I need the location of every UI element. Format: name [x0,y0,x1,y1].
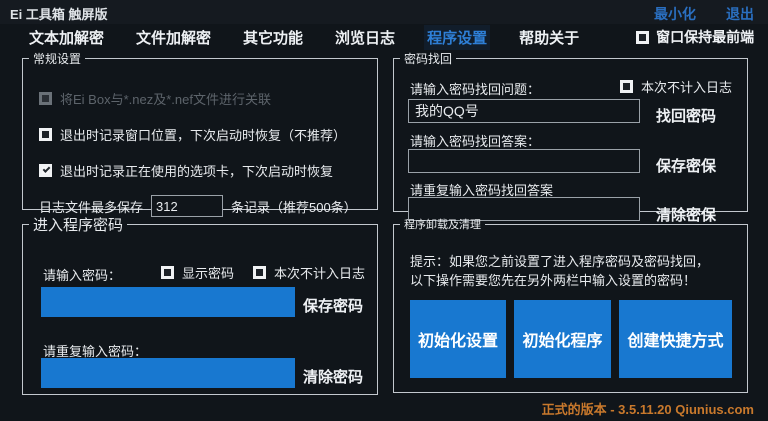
stay-on-top-label: 窗口保持最前端 [656,29,755,45]
recovery-no-log-checkbox-row[interactable]: 本次不计入日志 [620,77,732,96]
password-no-log-checkbox-row[interactable]: 本次不计入日志 [253,263,365,282]
remember-tab-checkbox-row[interactable]: 退出时记录正在使用的选项卡，下次启动时恢复 [39,161,333,180]
log-count-prefix: 日志文件最多保存 [39,199,144,215]
log-count-input[interactable] [151,195,224,217]
recovery-repeat-label: 请重复输入密码找回答案 [410,183,554,198]
tab-file-crypt[interactable]: 文件加解密 [136,29,212,47]
tab-text-crypt[interactable]: 文本加解密 [29,29,105,47]
password-no-log-checkbox[interactable] [253,266,266,279]
create-shortcut-button[interactable]: 创建快捷方式 [619,300,732,378]
uninstall-cleanup-title: 程序卸载及清理 [404,219,481,231]
show-password-label: 显示密码 [182,266,235,281]
associate-files-checkbox [39,92,52,105]
tab-other-functions[interactable]: 其它功能 [243,29,304,47]
recovery-repeat-input[interactable] [408,197,640,221]
log-count-suffix: 条记录（推荐500条） [231,199,357,215]
recovery-answer-label: 请输入密码找回答案： [410,134,541,149]
minimize-button[interactable]: 最小化 [654,6,696,22]
enter-password-label: 请输入密码： [43,268,122,283]
repeat-password-label: 请重复输入密码： [43,344,148,359]
remember-window-checkbox-row[interactable]: 退出时记录窗口位置，下次启动时恢复（不推荐） [39,125,346,144]
log-count-row: 日志文件最多保存 条记录（推荐500条） [39,195,357,217]
remember-tab-checkbox[interactable] [39,164,52,177]
find-password-button[interactable]: 找回密码 [656,108,717,125]
remember-tab-label: 退出时记录正在使用的选项卡，下次启动时恢复 [60,164,334,179]
exit-button[interactable]: 退出 [726,6,754,22]
general-settings-title: 常规设置 [33,52,82,66]
entry-password-input[interactable] [41,287,295,317]
show-password-checkbox[interactable] [161,266,174,279]
clear-password-button[interactable]: 清除密码 [303,369,364,386]
password-recovery-title: 密码找回 [404,52,453,66]
password-recovery-group: 密码找回 请输入密码找回问题： 本次不计入日志 找回密码 请输入密码找回答案： … [393,50,748,224]
init-settings-button[interactable]: 初始化设置 [410,300,506,378]
cleanup-actions-row: 初始化设置 初始化程序 创建快捷方式 [410,300,732,378]
stay-on-top-checkbox-row[interactable]: 窗口保持最前端 [636,27,754,47]
show-password-checkbox-row[interactable]: 显示密码 [161,263,234,282]
recovery-no-log-label: 本次不计入日志 [641,80,733,95]
clear-security-button[interactable]: 清除密保 [656,207,717,224]
recovery-question-label: 请输入密码找回问题： [410,82,541,97]
app-title: Ei 工具箱 触屏版 [10,7,108,22]
tab-program-settings[interactable]: 程序设置 [424,24,491,50]
recovery-no-log-checkbox[interactable] [620,80,633,93]
stay-on-top-checkbox[interactable] [636,30,650,44]
uninstall-cleanup-group: 程序卸载及清理 提示：如果您之前设置了进入程序密码及密码找回，以下操作需要您先在… [393,216,748,393]
menu-bar: 文本加解密 文件加解密 其它功能 浏览日志 程序设置 帮助关于 窗口保持最前端 [0,24,768,50]
general-settings-group: 常规设置 将Ei Box与*.nez及*.nef文件进行关联 退出时记录窗口位置… [22,50,378,217]
recovery-question-input[interactable] [408,99,640,123]
tab-browse-logs[interactable]: 浏览日志 [335,29,396,47]
tab-help-about[interactable]: 帮助关于 [519,29,580,47]
remember-window-label: 退出时记录窗口位置，下次启动时恢复（不推荐） [60,128,347,143]
associate-files-checkbox-row: 将Ei Box与*.nez及*.nef文件进行关联 [39,89,271,108]
recovery-answer-input[interactable] [408,149,640,173]
version-status-text: 正式的版本 - 3.5.11.20 Qiunius.com [541,402,754,417]
save-password-button[interactable]: 保存密码 [303,298,364,315]
password-no-log-label: 本次不计入日志 [274,266,366,281]
cleanup-hint-text: 提示：如果您之前设置了进入程序密码及密码找回，以下操作需要您先在另外两栏中输入设… [410,254,710,288]
title-bar: Ei 工具箱 触屏版 最小化 退出 [0,0,768,24]
save-security-button[interactable]: 保存密保 [656,158,717,175]
entry-password-title: 进入程序密码 [33,217,124,234]
associate-files-label: 将Ei Box与*.nez及*.nef文件进行关联 [60,92,271,107]
entry-password-group: 进入程序密码 请输入密码： 显示密码 本次不计入日志 保存密码 请重复输入密码：… [22,214,378,395]
remember-window-checkbox[interactable] [39,128,52,141]
init-program-button[interactable]: 初始化程序 [514,300,611,378]
repeat-password-input[interactable] [41,358,295,388]
